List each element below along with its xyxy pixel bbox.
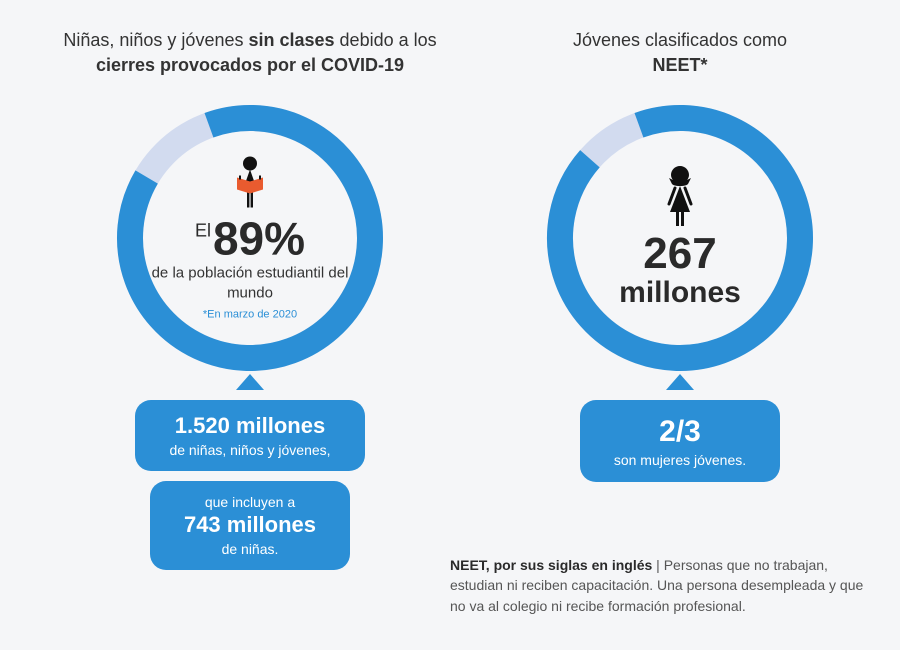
right-donut: 267 millones: [540, 98, 820, 378]
right-unit: millones: [619, 276, 741, 310]
left-percent: 89%: [213, 213, 305, 265]
footnote-bold: NEET, por sus siglas en inglés: [450, 557, 652, 573]
left-title-mid: debido a los: [335, 30, 437, 50]
left-heading: Niñas, niños y jóvenes sin clases debido…: [50, 28, 450, 78]
left-bubble-1: 1.520 millones de niñas, niños y jóvenes…: [135, 400, 365, 471]
left-bubble2-big: 743 millones: [168, 511, 332, 540]
right-panel: Jóvenes clasificados como NEET* 267 mill…: [480, 28, 880, 482]
left-donut: El89% de la población estudiantil del mu…: [110, 98, 390, 378]
left-title-bold1: sin clases: [248, 30, 334, 50]
left-prefix: El: [195, 221, 211, 241]
right-heading: Jóvenes clasificados como NEET*: [480, 28, 880, 78]
left-title-pre: Niñas, niños y jóvenes: [63, 30, 248, 50]
left-note: *En marzo de 2020: [203, 309, 297, 321]
right-bubble-big: 2/3: [598, 412, 762, 451]
left-bubble2-post: de niñas.: [168, 540, 332, 558]
right-title-bold: NEET*: [652, 55, 707, 75]
left-sub: de la población estudiantil del mundo: [150, 264, 350, 303]
girl-icon: [660, 166, 700, 228]
left-bubble1-small: de niñas, niños y jóvenes,: [153, 441, 347, 459]
footnote: NEET, por sus siglas en inglés | Persona…: [450, 555, 870, 616]
left-bubble-2: que incluyen a 743 millones de niñas.: [150, 481, 350, 570]
right-bubble-small: son mujeres jóvenes.: [598, 451, 762, 469]
right-number: 267: [643, 232, 716, 276]
child-reading-icon: [227, 156, 273, 216]
left-donut-center: El89% de la población estudiantil del mu…: [150, 156, 350, 321]
left-panel: Niñas, niños y jóvenes sin clases debido…: [50, 28, 450, 570]
footnote-divider: |: [652, 557, 663, 573]
right-bubble: 2/3 son mujeres jóvenes.: [580, 400, 780, 481]
right-donut-center: 267 millones: [580, 166, 780, 310]
left-percent-row: El89%: [195, 216, 305, 262]
left-bubble1-big: 1.520 millones: [153, 412, 347, 441]
left-bubble2-pre: que incluyen a: [168, 493, 332, 511]
right-title-pre: Jóvenes clasificados como: [573, 30, 787, 50]
left-title-bold2: cierres provocados por el COVID-19: [96, 55, 404, 75]
